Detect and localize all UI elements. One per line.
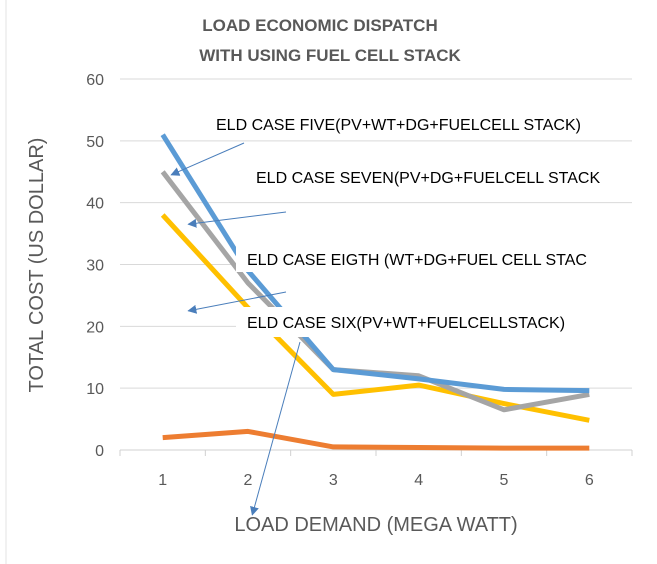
y-axis-title: TOTAL COST (US DOLLAR) [26,138,48,393]
right-edge-mask [652,0,657,564]
y-tick-label: 10 [86,381,104,398]
callout-box [206,107,656,137]
y-tick-label: 0 [95,443,104,460]
callout-box [236,307,656,337]
callout-arrow [187,211,287,228]
y-tick-label: 40 [86,196,104,213]
callout-label: ELD CASE EIGTH (WT+DG+FUEL CELL STAC [247,252,587,269]
series-line-case-six [162,428,590,451]
x-tick-label: 3 [329,472,338,489]
callout-arrow [250,341,301,516]
y-tick-label: 20 [86,319,104,336]
x-tick-label: 4 [414,472,423,489]
callouts: ELD CASE FIVE(PV+WT+DG+FUELCELL STACK) EL… [170,0,657,564]
y-tick-label: 30 [86,258,104,275]
callout-label: ELD CASE SIX(PV+WT+FUELCELLSTACK) [247,315,565,332]
callout-box [244,160,654,190]
x-axis-tick-labels: 1 2 3 4 5 6 [158,472,594,489]
x-tick-label: 5 [500,472,509,489]
series-lines [160,133,590,451]
x-tick-label: 6 [585,472,594,489]
y-axis-tick-labels: 0 10 20 30 40 50 60 [86,72,104,460]
x-axis-title: LOAD DEMAND (MEGA WATT) [234,514,517,536]
callout-label: ELD CASE FIVE(PV+WT+DG+FUELCELL STACK) [216,117,581,134]
chart-title-line-1: LOAD ECONOMIC DISPATCH [202,16,437,35]
y-tick-label: 60 [86,72,104,89]
x-tick-label: 2 [244,472,253,489]
callout-arrow [187,291,287,314]
x-tick-label: 1 [158,472,167,489]
callout-arrow [170,142,245,176]
series-line-case-five [160,133,590,394]
callout-label: ELD CASE SEVEN(PV+DG+FUELCELL STACK [256,170,600,187]
callout-box [236,242,656,272]
chart-title-line-2: WITH USING FUEL CELL STACK [199,46,461,65]
y-tick-label: 50 [86,134,104,151]
